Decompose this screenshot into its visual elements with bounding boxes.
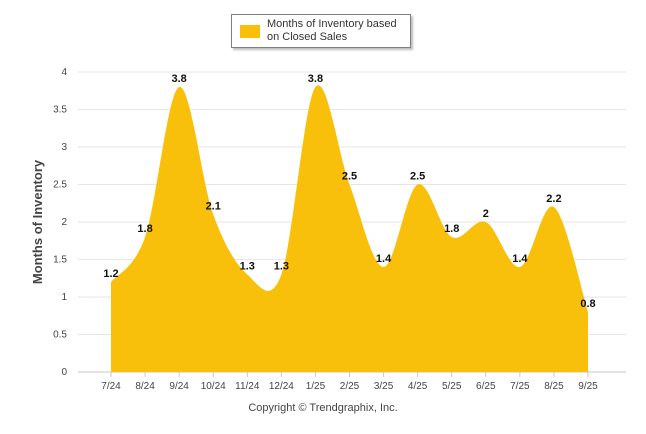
- data-label: 1.3: [274, 261, 289, 273]
- data-label: 3.8: [308, 73, 323, 85]
- y-axis-title: Months of Inventory: [30, 159, 45, 284]
- x-tick-label: 4/25: [408, 381, 428, 392]
- data-label: 1.4: [512, 253, 528, 265]
- data-label: 1.8: [137, 223, 152, 235]
- x-tick-label: 3/25: [374, 381, 394, 392]
- series-area-path: [111, 85, 588, 372]
- x-tick-label: 11/24: [235, 381, 260, 392]
- y-tick-label: 4: [61, 67, 67, 78]
- y-tick-label: 1.5: [53, 255, 67, 266]
- data-label: 2.5: [410, 171, 425, 183]
- x-tick-label: 7/25: [510, 381, 530, 392]
- data-label: 2.5: [342, 171, 357, 183]
- x-tick-label: 7/24: [101, 381, 121, 392]
- data-label: 0.8: [580, 298, 595, 310]
- legend: Months of Inventory based on Closed Sale…: [231, 14, 411, 48]
- y-tick-label: 0.5: [53, 330, 67, 341]
- legend-swatch: [240, 25, 260, 38]
- y-tick-label: 3.5: [53, 105, 67, 116]
- data-label: 1.3: [240, 261, 255, 273]
- data-label: 2.1: [206, 201, 221, 213]
- data-label: 2.2: [546, 193, 561, 205]
- legend-label: Months of Inventory based on Closed Sale…: [267, 18, 397, 43]
- series-area: [111, 85, 588, 372]
- data-label: 1.4: [376, 253, 392, 265]
- data-labels: 1.2 1.8 3.8 2.1 1.3 1.3 3.8 2.5 1.4 2.5 1.8 2 1.4 2.2…: [103, 73, 595, 310]
- x-tick-label: 9/24: [169, 381, 189, 392]
- data-label: 3.8: [171, 73, 186, 85]
- y-tick-label: 2.5: [53, 180, 67, 191]
- copyright-caption: Copyright © Trendgraphix, Inc.: [248, 402, 398, 414]
- y-tick-label: 1: [61, 292, 67, 303]
- x-tick-label: 10/24: [201, 381, 226, 392]
- data-label: 1.8: [444, 223, 459, 235]
- y-tick-label: 0: [61, 367, 67, 378]
- x-axis-ticks: 7/24 8/24 9/24 10/24 11/24 12/24 1/25 2/25 3/25 4…: [101, 372, 598, 392]
- x-tick-label: 6/25: [476, 381, 496, 392]
- x-tick-label: 2/25: [340, 381, 360, 392]
- x-tick-label: 9/25: [578, 381, 598, 392]
- y-axis-ticks: 0 0.5 1 1.5 2 2.5 3 3.5 4: [53, 67, 67, 378]
- x-tick-label: 8/25: [544, 381, 564, 392]
- data-label: 2: [483, 208, 489, 220]
- x-tick-label: 8/24: [135, 381, 155, 392]
- data-label: 1.2: [103, 268, 118, 280]
- y-tick-label: 3: [61, 142, 67, 153]
- y-tick-label: 2: [61, 217, 67, 228]
- x-tick-label: 12/24: [269, 381, 294, 392]
- x-tick-label: 5/25: [442, 381, 462, 392]
- x-tick-label: 1/25: [306, 381, 326, 392]
